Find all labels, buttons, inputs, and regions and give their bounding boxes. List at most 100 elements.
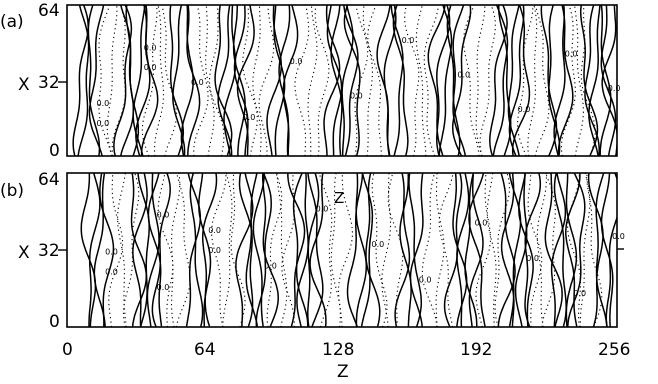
contour-solid-b-1-3r — [151, 173, 171, 327]
contour-solid-a-7-1l — [438, 5, 453, 156]
contour-solid-a-5-3l — [323, 5, 341, 156]
contour-solid-b-3-3r — [261, 173, 279, 327]
contour-solid-a-10-1r — [599, 5, 612, 156]
contour-dotted-b-6-0 — [421, 173, 438, 327]
contour-level-label: 0.0 — [419, 275, 432, 284]
contour-dotted-a-9-2 — [580, 5, 596, 156]
contour-solid-b-8-1r — [514, 173, 528, 327]
contour-level-label: 0.0 — [612, 232, 625, 241]
contour-level-label: 0.0 — [608, 84, 621, 93]
contour-solid-a-1-3r — [140, 5, 159, 156]
contour-dotted-a-6-2 — [423, 5, 439, 156]
x-tick-label-192: 192 — [460, 340, 492, 360]
contour-solid-b-5-2l — [346, 173, 364, 327]
contour-dotted-a-8-0 — [517, 5, 534, 156]
contour-dotted-a-8-2 — [534, 5, 550, 156]
contour-solid-b-4-1l — [296, 173, 309, 327]
contour-solid-b-2-2r — [201, 173, 218, 327]
contour-level-label: 0.0 — [157, 211, 170, 220]
contour-solid-b-10-2r — [605, 173, 617, 327]
contour-solid-a-1-3l — [113, 5, 133, 156]
contour-solid-b-4-2r — [307, 173, 324, 327]
contour-level-label: 0.0 — [264, 262, 277, 271]
contour-solid-b-5-2r — [365, 173, 381, 327]
contour-solid-a-3-1r — [232, 5, 246, 156]
contour-solid-a-10-1l — [588, 5, 601, 156]
contour-solid-b-2-1l — [189, 173, 204, 327]
contour-level-label: 0.0 — [526, 254, 539, 263]
contour-labels-b: 0.0 0.0 0.0 0.0 0.0 0.0 0.0 0.0 0.0 0.0 0.0 0.0 0.0 0… — [105, 205, 625, 299]
panel-label-a: (a) — [0, 12, 24, 32]
contour-solid-b-6-2l — [394, 173, 411, 327]
contour-solid-a-3-3r — [236, 5, 255, 156]
contour-dotted-a-3-0 — [242, 5, 258, 156]
contour-dotted-b-9-2 — [586, 173, 603, 327]
contour-solid-a-5-2l — [326, 5, 343, 156]
contour-dotted-b-5-2 — [387, 173, 404, 327]
panel-label-b: (b) — [0, 181, 24, 201]
contour-dotted-a-4-1 — [307, 5, 318, 156]
contour-dotted-b-0-1 — [117, 173, 127, 327]
contour-solid-a-8-1r — [507, 5, 520, 156]
contour-level-label: 0.0 — [518, 105, 531, 114]
contour-solid-a-5-1r — [341, 5, 354, 156]
contour-dotted-b-1-2 — [175, 173, 191, 327]
contour-solid-a-10-2l — [584, 5, 600, 156]
y-tick-label-32-b: 32 — [38, 241, 60, 261]
contour-level-label: 0.0 — [402, 36, 415, 45]
contour-solid-a-8-3r — [511, 5, 531, 156]
contour-solid-b-2-2l — [185, 173, 202, 327]
contour-solid-a-8-2r — [508, 5, 525, 156]
contour-solid-a-1-2l — [119, 5, 135, 156]
contour-level-label: 0.0 — [565, 49, 578, 58]
contour-dotted-a-7-2 — [479, 5, 496, 156]
contour-solid-a-2-2r — [186, 5, 201, 156]
contour-level-label: 0.0 — [97, 99, 110, 108]
inline-z-label: Z — [334, 189, 344, 207]
plot-frame-a — [66, 4, 618, 157]
contour-solid-a-0-1l — [77, 5, 90, 156]
contour-solid-b-7-1r — [464, 173, 478, 327]
contour-solid-b-9-1r — [565, 173, 578, 327]
contour-solid-b-8-2r — [518, 173, 534, 327]
contour-solid-a-0-2r — [88, 5, 105, 156]
contour-level-label: 0.0 — [457, 71, 470, 80]
contour-solid-a-5-3r — [343, 5, 361, 156]
contour-dotted-a-0-2 — [111, 5, 126, 156]
contour-solid-a-4-2l — [266, 5, 283, 156]
contour-dotted-b-0-2 — [122, 173, 140, 327]
contour-dotted-b-2-1 — [222, 173, 233, 327]
contour-solid-a-8-3l — [489, 5, 508, 156]
contour-solid-a-8-1l — [498, 5, 512, 156]
contour-dotted-a-5-1 — [362, 5, 374, 156]
y-tick-label-32-a: 32 — [38, 73, 60, 93]
contour-level-label: 0.0 — [97, 119, 110, 128]
contour-solid-a-6-1r — [390, 5, 404, 156]
contour-dotted-b-9-1 — [579, 173, 591, 327]
contour-solid-b-3-2l — [238, 173, 254, 327]
contour-solid-b-3-2r — [255, 173, 272, 327]
contour-level-label: 0.0 — [191, 78, 204, 87]
contour-solid-a-10-2r — [600, 5, 617, 156]
contour-level-label: 0.0 — [208, 246, 221, 255]
contour-solid-b-5-1r — [360, 173, 374, 327]
contour-solid-b-10-2l — [587, 173, 604, 327]
contour-solid-b-8-3l — [497, 173, 516, 327]
contour-level-label: 0.0 — [144, 43, 157, 52]
contour-dotted-a-2-1 — [205, 5, 215, 156]
contour-solid-a-9-1r — [553, 5, 566, 156]
x-tick-label-128: 128 — [322, 340, 354, 360]
contour-level-label: 0.0 — [475, 218, 488, 227]
contour-level-label: 0.0 — [316, 205, 329, 214]
contour-solid-b-8-2l — [500, 173, 515, 327]
contour-solid-b-3-1r — [252, 173, 266, 327]
x-tick-label-64: 64 — [194, 340, 216, 360]
y-tick-label-0-a: 0 — [49, 141, 60, 161]
contour-dotted-a-1-0 — [141, 5, 158, 156]
contour-solid-b-3-3l — [235, 173, 254, 327]
contour-solid-a-3-1l — [223, 5, 237, 156]
contour-solid-a-7-1r — [446, 5, 461, 156]
contour-solid-a-2-2l — [169, 5, 185, 156]
contour-solid-b-0-2r — [99, 173, 115, 327]
contour-solid-b-1-2l — [132, 173, 148, 327]
